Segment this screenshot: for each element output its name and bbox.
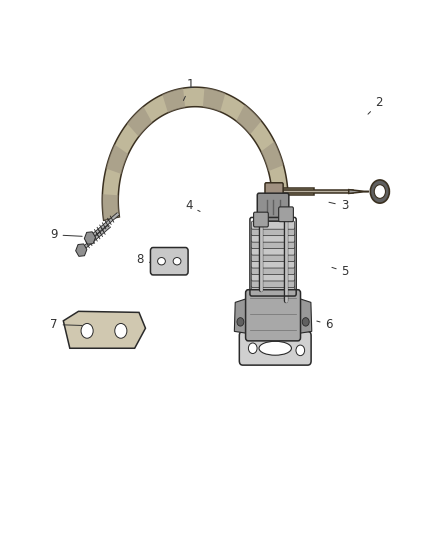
- FancyBboxPatch shape: [257, 193, 289, 221]
- Circle shape: [374, 184, 385, 198]
- Circle shape: [248, 343, 257, 353]
- Polygon shape: [236, 104, 261, 135]
- Text: 1: 1: [184, 78, 194, 101]
- Polygon shape: [102, 87, 288, 220]
- Polygon shape: [106, 144, 128, 174]
- Ellipse shape: [173, 257, 181, 265]
- Circle shape: [296, 345, 304, 356]
- Polygon shape: [127, 107, 152, 136]
- FancyBboxPatch shape: [252, 273, 294, 281]
- FancyBboxPatch shape: [252, 254, 294, 262]
- Polygon shape: [261, 141, 283, 171]
- Polygon shape: [282, 190, 353, 193]
- FancyBboxPatch shape: [252, 286, 294, 294]
- Text: 4: 4: [185, 199, 200, 212]
- Polygon shape: [298, 298, 312, 334]
- Text: 3: 3: [329, 199, 348, 212]
- Text: 8: 8: [137, 253, 151, 266]
- Polygon shape: [234, 298, 248, 334]
- Text: 9: 9: [50, 228, 82, 241]
- Circle shape: [371, 180, 389, 203]
- FancyBboxPatch shape: [252, 247, 294, 255]
- FancyBboxPatch shape: [239, 332, 311, 365]
- FancyBboxPatch shape: [279, 207, 293, 222]
- Polygon shape: [84, 232, 95, 244]
- Polygon shape: [64, 311, 145, 348]
- Polygon shape: [272, 188, 314, 195]
- Text: 6: 6: [317, 318, 333, 331]
- Circle shape: [115, 324, 127, 338]
- Circle shape: [81, 324, 93, 338]
- FancyBboxPatch shape: [252, 260, 294, 268]
- Polygon shape: [349, 190, 368, 193]
- Polygon shape: [76, 244, 87, 256]
- FancyBboxPatch shape: [252, 240, 294, 248]
- FancyBboxPatch shape: [252, 234, 294, 242]
- Ellipse shape: [259, 341, 291, 355]
- FancyBboxPatch shape: [252, 221, 294, 229]
- Text: 7: 7: [50, 318, 82, 331]
- FancyBboxPatch shape: [254, 212, 268, 227]
- FancyBboxPatch shape: [151, 247, 188, 275]
- FancyBboxPatch shape: [265, 183, 283, 200]
- FancyBboxPatch shape: [252, 228, 294, 236]
- FancyBboxPatch shape: [252, 279, 294, 287]
- Circle shape: [237, 318, 244, 326]
- Text: 5: 5: [332, 265, 349, 278]
- Text: 2: 2: [368, 96, 383, 114]
- Polygon shape: [162, 88, 185, 113]
- FancyBboxPatch shape: [246, 290, 300, 341]
- Ellipse shape: [158, 257, 166, 265]
- Circle shape: [302, 318, 309, 326]
- Polygon shape: [203, 88, 226, 112]
- FancyBboxPatch shape: [252, 266, 294, 274]
- Polygon shape: [102, 194, 120, 220]
